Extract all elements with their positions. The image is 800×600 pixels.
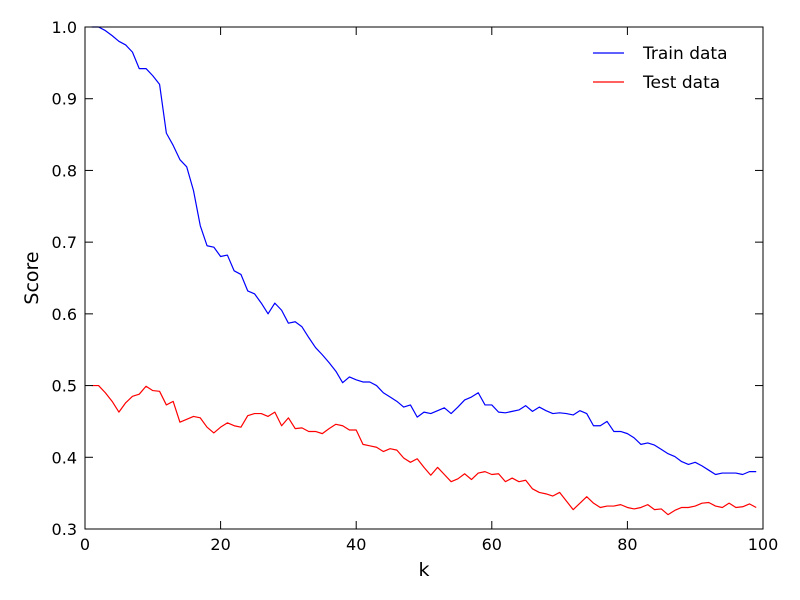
series-layer [91, 26, 757, 516]
x-tick-label: 0 [80, 535, 90, 554]
x-tick-label: 20 [210, 535, 230, 554]
x-tick-label: 60 [482, 535, 502, 554]
y-axis-label: Score [21, 251, 43, 304]
plot-area [85, 27, 763, 529]
y-tick-label: 0.5 [52, 377, 77, 396]
y-tick-label: 0.8 [52, 161, 77, 180]
y-tick-label: 0.3 [52, 520, 77, 539]
y-tick-label: 1.0 [52, 18, 77, 37]
legend-label-test-data: Test data [642, 73, 720, 93]
y-tick-label: 0.6 [52, 305, 77, 324]
x-tick-label: 100 [748, 535, 779, 554]
y-tick-label: 0.9 [52, 90, 77, 109]
legend: Train data Test data [593, 44, 728, 93]
x-tick-label: 80 [617, 535, 637, 554]
series-line-train-data [91, 26, 757, 476]
legend-label-train-data: Train data [642, 44, 728, 64]
x-axis: 0 20 40 60 80 100 [80, 27, 778, 554]
x-axis-label: k [418, 559, 429, 581]
y-tick-label: 0.7 [52, 233, 77, 252]
x-tick-label: 40 [346, 535, 366, 554]
plot-frame [84, 26, 764, 530]
series-line-test-data [91, 384, 757, 516]
y-tick-label: 0.4 [52, 448, 77, 467]
y-axis: 0.3 0.4 0.5 0.6 0.7 0.8 0.9 1.0 [52, 18, 763, 539]
